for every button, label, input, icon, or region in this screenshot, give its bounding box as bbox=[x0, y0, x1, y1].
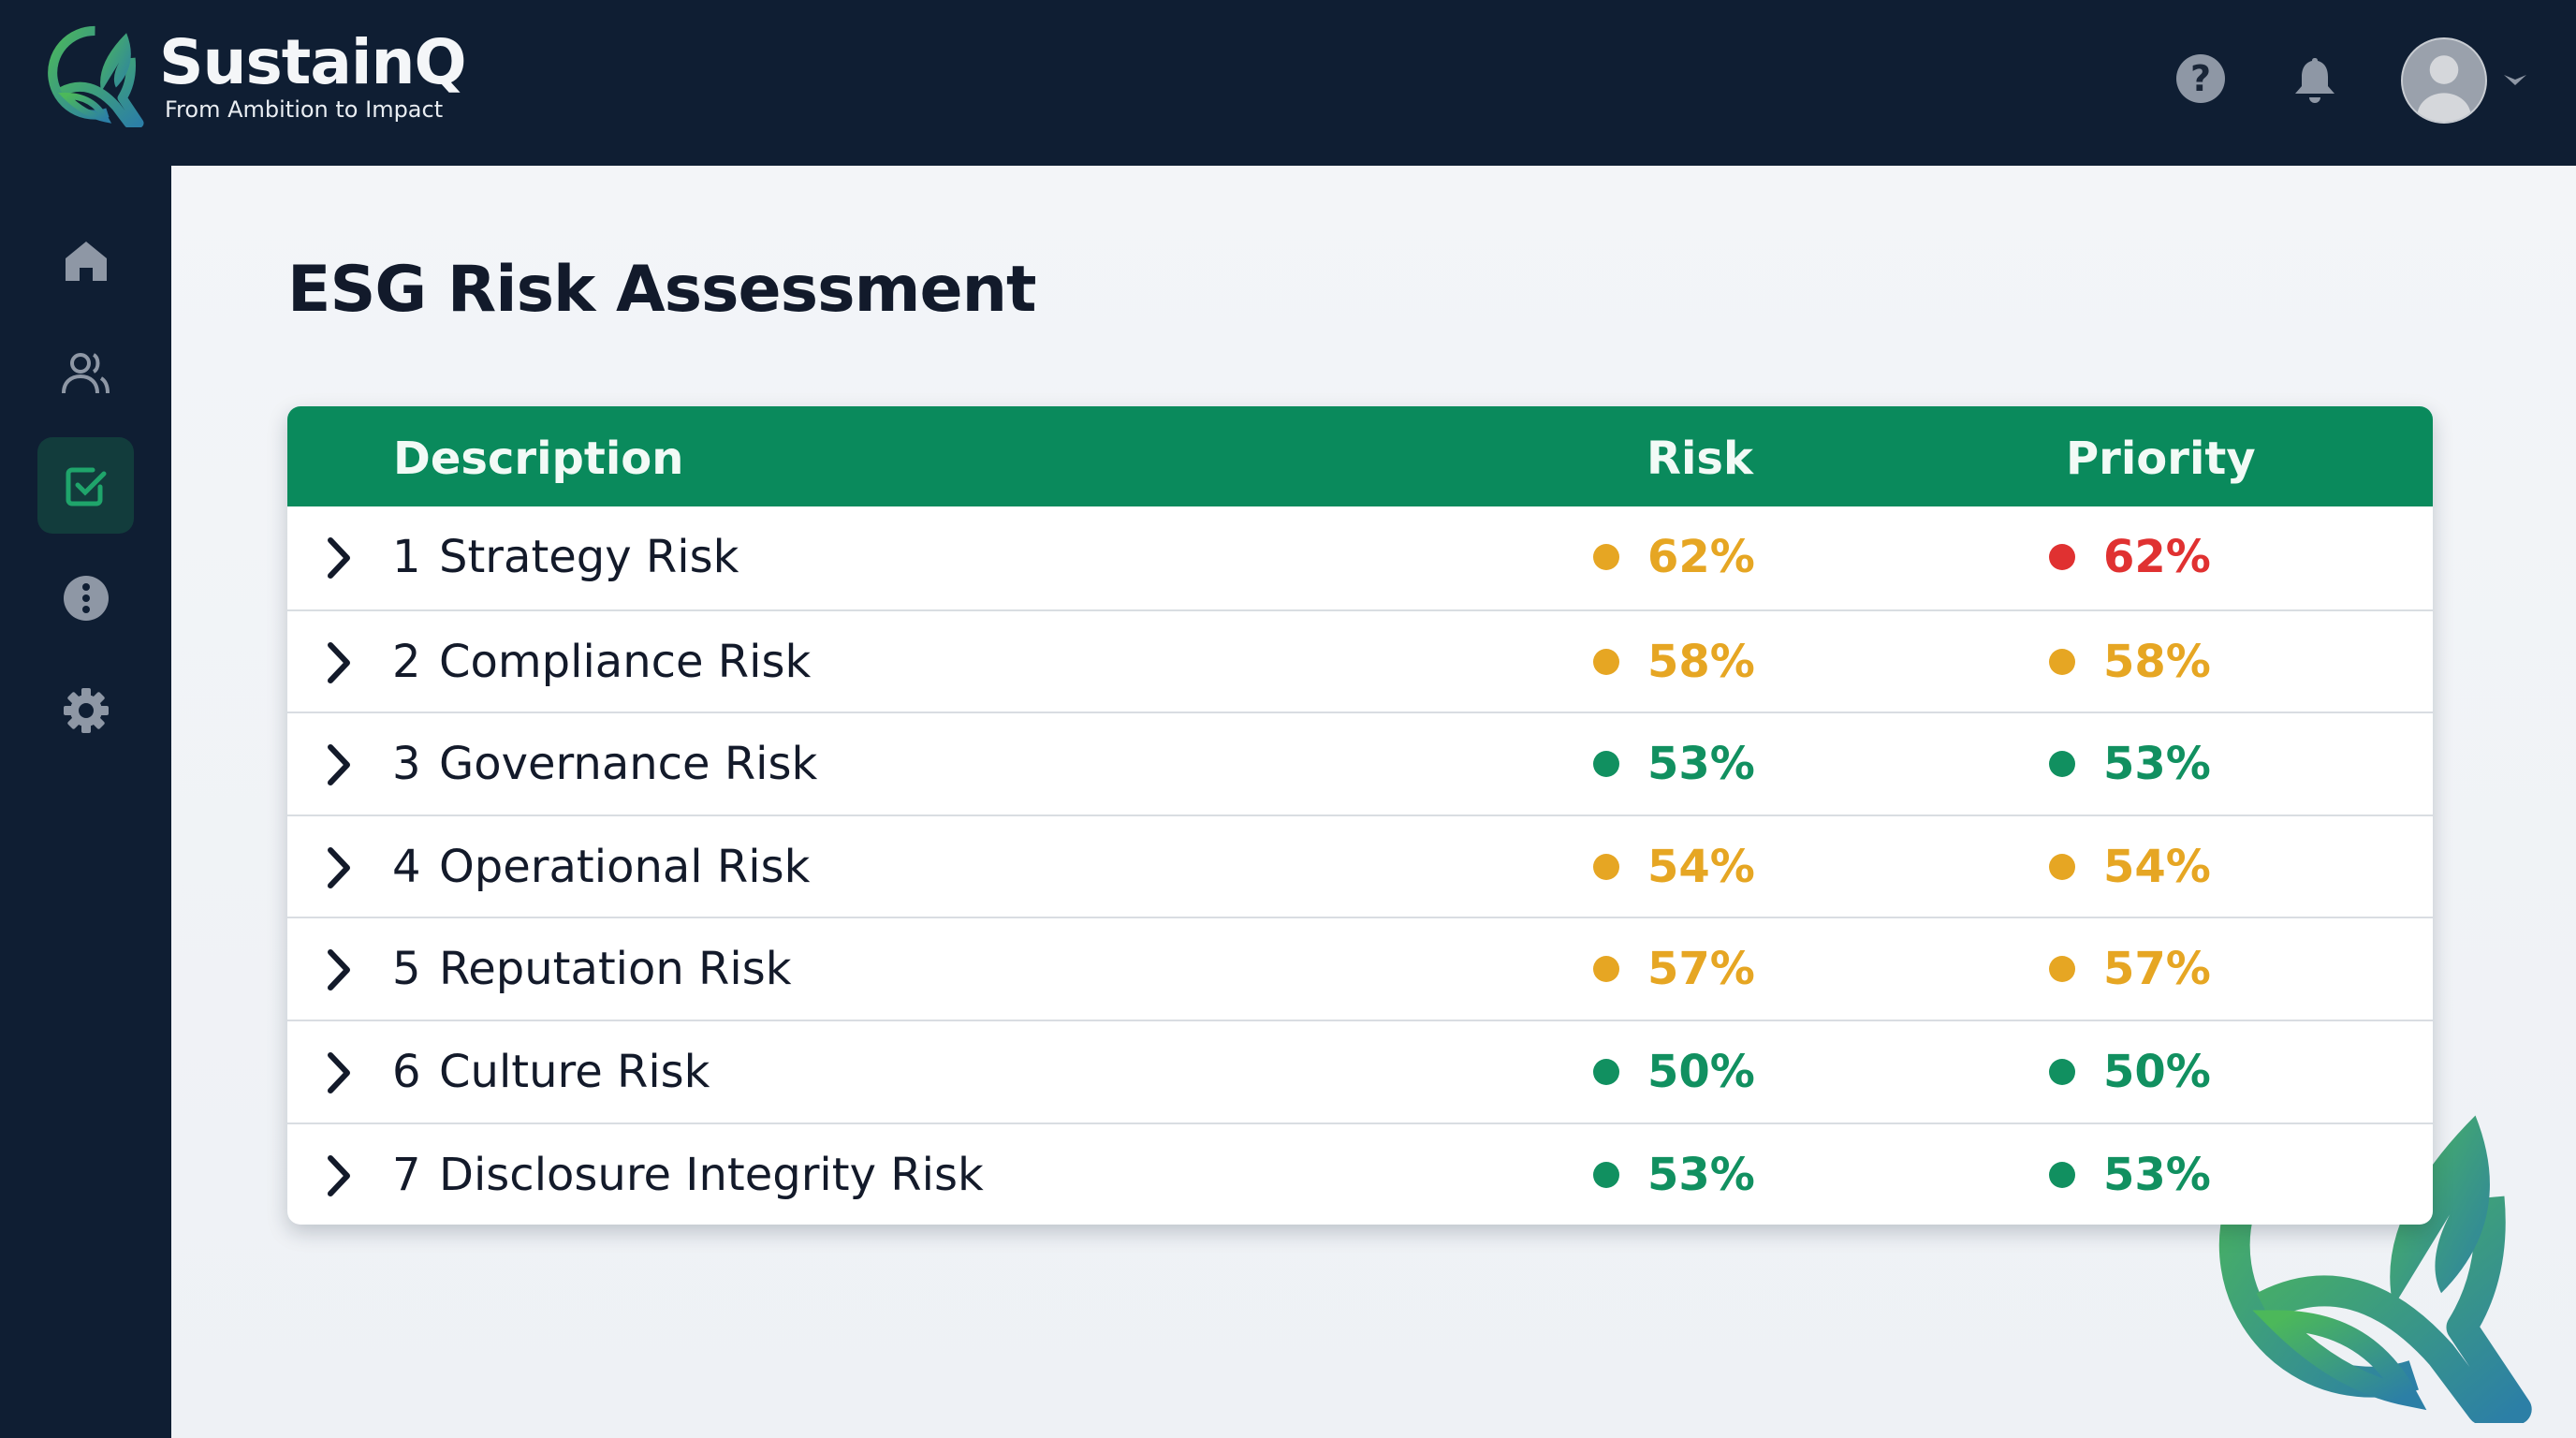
status-dot-icon bbox=[1593, 1058, 1619, 1085]
status-dot-icon bbox=[2049, 751, 2075, 778]
row-number: 6 bbox=[392, 1045, 421, 1098]
priority-percent: 50% bbox=[2103, 1045, 2211, 1098]
status-dot-icon bbox=[2049, 853, 2075, 880]
chevron-right-icon[interactable] bbox=[325, 741, 353, 788]
risk-percent: 58% bbox=[1647, 635, 1755, 688]
risk-value: 53% bbox=[1593, 738, 1755, 790]
status-dot-icon bbox=[2049, 1161, 2075, 1188]
row-number: 1 bbox=[392, 531, 421, 583]
risk-value: 50% bbox=[1593, 1046, 1755, 1098]
priority-percent: 53% bbox=[2103, 1148, 2211, 1201]
priority-value: 50% bbox=[2049, 1046, 2211, 1098]
column-header-risk[interactable]: Risk bbox=[1647, 433, 1753, 485]
chevron-right-icon[interactable] bbox=[325, 535, 353, 581]
row-number: 4 bbox=[392, 840, 421, 893]
sustainq-logo-icon[interactable] bbox=[41, 22, 149, 127]
status-dot-icon bbox=[1593, 751, 1619, 778]
risk-value: 62% bbox=[1593, 531, 1755, 583]
risk-percent: 57% bbox=[1647, 943, 1755, 996]
help-icon[interactable]: ? bbox=[2176, 54, 2225, 103]
risk-name: Reputation Risk bbox=[439, 943, 792, 996]
priority-percent: 54% bbox=[2103, 840, 2211, 893]
status-dot-icon bbox=[1593, 956, 1619, 983]
status-dot-icon bbox=[2049, 544, 2075, 570]
status-dot-icon bbox=[1593, 648, 1619, 675]
risk-name: Compliance Risk bbox=[439, 635, 812, 688]
row-number: 2 bbox=[392, 635, 421, 688]
risk-value: 54% bbox=[1593, 841, 1755, 893]
chevron-right-icon[interactable] bbox=[325, 946, 353, 993]
priority-percent: 62% bbox=[2103, 531, 2211, 583]
status-dot-icon bbox=[1593, 853, 1619, 880]
risk-name: Operational Risk bbox=[439, 840, 811, 893]
status-dot-icon bbox=[1593, 1161, 1619, 1188]
table-row[interactable]: 1 Strategy Risk 62% 62% bbox=[287, 506, 2433, 609]
table-row[interactable]: 4 Operational Risk 54% 54% bbox=[287, 814, 2433, 917]
row-number: 5 bbox=[392, 943, 421, 996]
risk-name: Disclosure Integrity Risk bbox=[439, 1148, 984, 1201]
info-icon bbox=[63, 575, 109, 621]
risk-value: 57% bbox=[1593, 943, 1755, 995]
risk-percent: 53% bbox=[1647, 1148, 1755, 1201]
risk-percent: 53% bbox=[1647, 738, 1755, 791]
sidebar-item-assessment[interactable] bbox=[37, 437, 134, 534]
priority-percent: 53% bbox=[2103, 738, 2211, 791]
status-dot-icon bbox=[2049, 956, 2075, 983]
table-header: Description Risk Priority bbox=[287, 406, 2433, 506]
chevron-right-icon[interactable] bbox=[325, 1152, 353, 1199]
page-title: ESG Risk Assessment bbox=[287, 253, 1036, 327]
sidebar bbox=[0, 166, 171, 1438]
risk-table: Description Risk Priority 1 Strategy Ris… bbox=[287, 406, 2433, 1225]
risk-name: Culture Risk bbox=[439, 1045, 710, 1098]
row-number: 3 bbox=[392, 738, 421, 791]
priority-value: 53% bbox=[2049, 738, 2211, 790]
checkbox-icon bbox=[66, 467, 106, 506]
risk-value: 58% bbox=[1593, 636, 1755, 688]
priority-percent: 58% bbox=[2103, 635, 2211, 688]
risk-name: Governance Risk bbox=[439, 738, 818, 791]
risk-percent: 50% bbox=[1647, 1045, 1755, 1098]
priority-percent: 57% bbox=[2103, 943, 2211, 996]
sidebar-item-home[interactable] bbox=[37, 213, 134, 309]
status-dot-icon bbox=[2049, 648, 2075, 675]
chevron-down-icon[interactable] bbox=[2501, 71, 2529, 90]
app-tagline: From Ambition to Impact bbox=[165, 96, 444, 123]
avatar[interactable] bbox=[2401, 37, 2487, 124]
table-row[interactable]: 7 Disclosure Integrity Risk 53% 53% bbox=[287, 1122, 2433, 1225]
sidebar-item-settings[interactable] bbox=[37, 662, 134, 758]
column-header-description[interactable]: Description bbox=[393, 433, 684, 485]
column-header-priority[interactable]: Priority bbox=[2066, 433, 2256, 485]
table-row[interactable]: 2 Compliance Risk 58% 58% bbox=[287, 609, 2433, 712]
priority-value: 53% bbox=[2049, 1149, 2211, 1201]
status-dot-icon bbox=[2049, 1058, 2075, 1085]
sidebar-item-users[interactable] bbox=[37, 325, 134, 421]
table-row[interactable]: 6 Culture Risk 50% 50% bbox=[287, 1019, 2433, 1123]
priority-value: 62% bbox=[2049, 531, 2211, 583]
risk-value: 53% bbox=[1593, 1149, 1755, 1201]
users-icon bbox=[61, 352, 110, 393]
table-row[interactable]: 3 Governance Risk 53% 53% bbox=[287, 712, 2433, 814]
chevron-right-icon[interactable] bbox=[325, 844, 353, 891]
risk-percent: 54% bbox=[1647, 840, 1755, 893]
risk-name: Strategy Risk bbox=[439, 531, 739, 583]
priority-value: 54% bbox=[2049, 841, 2211, 893]
status-dot-icon bbox=[1593, 544, 1619, 570]
risk-percent: 62% bbox=[1647, 531, 1755, 583]
priority-value: 57% bbox=[2049, 943, 2211, 995]
top-bar: SustainQ From Ambition to Impact ? bbox=[0, 0, 2576, 166]
priority-value: 58% bbox=[2049, 636, 2211, 688]
chevron-right-icon[interactable] bbox=[325, 639, 353, 686]
chevron-right-icon[interactable] bbox=[325, 1049, 353, 1096]
sidebar-item-info[interactable] bbox=[37, 550, 134, 646]
gear-icon bbox=[63, 687, 109, 733]
home-icon bbox=[65, 241, 107, 281]
bell-icon[interactable] bbox=[2291, 54, 2338, 107]
table-row[interactable]: 5 Reputation Risk 57% 57% bbox=[287, 917, 2433, 1020]
app-name: SustainQ bbox=[159, 26, 467, 98]
row-number: 7 bbox=[392, 1148, 421, 1201]
